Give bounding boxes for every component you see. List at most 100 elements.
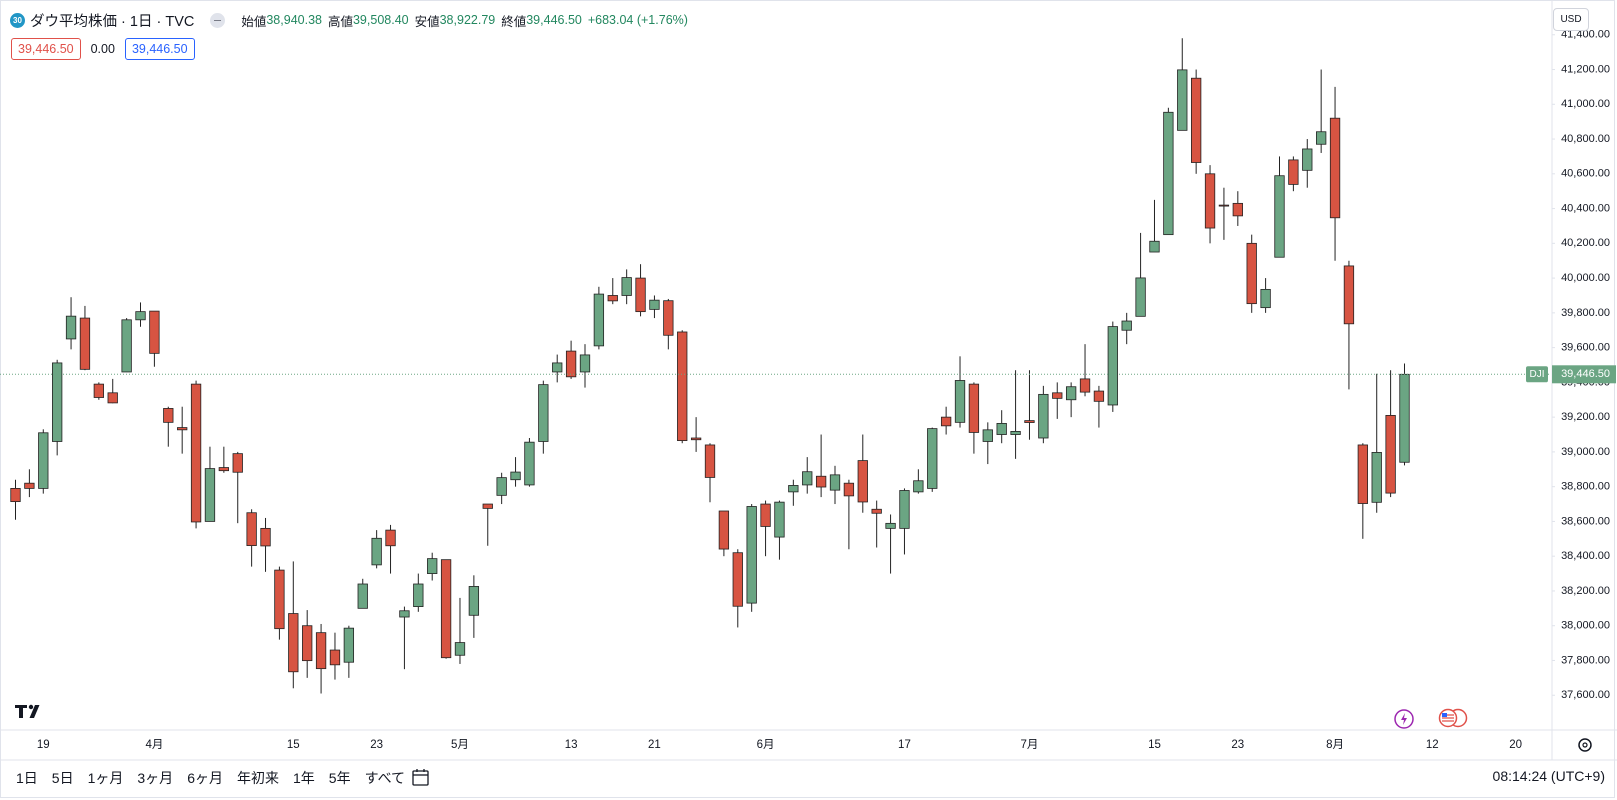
- y-tick-label: 38,000.00: [1561, 620, 1610, 632]
- candle-body: [371, 537, 382, 566]
- x-tick-label: 15: [287, 739, 300, 751]
- candle-body: [10, 488, 21, 503]
- clock: 08:14:24 (UTC+9): [1492, 768, 1605, 784]
- candle-body: [149, 310, 160, 354]
- candle-body: [1343, 265, 1355, 325]
- candle-body: [1399, 373, 1410, 463]
- candle-body: [204, 468, 216, 522]
- candle-body: [927, 428, 938, 489]
- candle-body: [968, 383, 980, 433]
- candle-body: [232, 453, 243, 473]
- calendar-icon[interactable]: [412, 769, 429, 786]
- candle-body: [746, 506, 757, 604]
- candle-body: [288, 613, 299, 673]
- range-button[interactable]: 1日: [16, 770, 38, 786]
- candle-body: [1329, 117, 1341, 219]
- event-icons: [1394, 708, 1468, 729]
- candle-body: [482, 503, 493, 509]
- candle-body: [663, 300, 674, 336]
- y-tick-label: 38,800.00: [1561, 481, 1610, 493]
- range-button[interactable]: 年初来: [236, 770, 279, 786]
- plot: [0, 38, 1550, 694]
- candle-body: [1010, 430, 1021, 435]
- candle-body: [24, 482, 35, 489]
- candle-body: [274, 569, 285, 630]
- range-toolbar: 1日 5日 1ヶ月 3ヶ月 6ヶ月 年初来 1年 5年 すべて: [10, 766, 413, 790]
- candle-body: [1065, 386, 1077, 401]
- ohlc-value: 38,940.38: [266, 13, 322, 27]
- symbol-badge: 30: [10, 12, 25, 28]
- candle-body: [579, 354, 591, 373]
- candle-body: [315, 632, 327, 670]
- candle-body: [690, 437, 702, 441]
- x-tick-label: 23: [1231, 739, 1244, 751]
- candle-body: [774, 501, 785, 538]
- candle-body: [93, 383, 104, 398]
- candle-body: [593, 293, 605, 347]
- candle-body: [1149, 240, 1160, 253]
- candle-body: [357, 583, 368, 609]
- header: 30 ダウ平均株価 · 1日 · TVC 始値 38,940.38 高値 39,50…: [10, 9, 688, 31]
- x-tick-label: 23: [370, 739, 383, 751]
- candle-body: [1357, 444, 1368, 504]
- settings-icon[interactable]: [1578, 738, 1592, 752]
- candle-body: [468, 586, 480, 616]
- candle-body: [871, 508, 882, 514]
- range-button[interactable]: 3ヶ月: [137, 770, 174, 786]
- range-button[interactable]: 5日: [51, 770, 74, 786]
- candle-body: [218, 467, 230, 472]
- range-button[interactable]: 6ヶ月: [187, 770, 223, 786]
- y-tick-label: 41,200.00: [1561, 63, 1610, 75]
- range-button[interactable]: 1年: [292, 770, 315, 786]
- last-price-box: [1552, 365, 1616, 384]
- candle-body: [1232, 202, 1243, 217]
- y-tick-label: 39,000.00: [1561, 446, 1610, 458]
- collapse-button[interactable]: [210, 12, 226, 28]
- range-button[interactable]: 1ヶ月: [87, 770, 124, 786]
- y-tick-label: 39,800.00: [1561, 307, 1610, 319]
- candle-body: [1288, 159, 1299, 185]
- y-tick-label: 40,400.00: [1561, 202, 1610, 214]
- candle-body: [65, 315, 77, 340]
- ohlc-label: 始値: [241, 14, 267, 29]
- y-tick-label: 40,800.00: [1561, 133, 1610, 145]
- y-tick-label: 37,600.00: [1561, 689, 1610, 701]
- buy-button[interactable]: 39,446.50: [124, 38, 195, 60]
- candle-body: [413, 583, 424, 607]
- range-button[interactable]: すべて: [364, 770, 406, 786]
- range-button[interactable]: 5年: [328, 770, 351, 786]
- candle-body: [1204, 173, 1216, 229]
- candle-body: [885, 522, 896, 529]
- candle-body: [718, 510, 730, 550]
- sell-button[interactable]: 39,446.50: [11, 38, 81, 60]
- candle-body: [815, 475, 827, 488]
- y-tick-label: 40,000.00: [1561, 272, 1610, 284]
- symbol-title[interactable]: ダウ平均株価 · 1日 · TVC: [30, 13, 195, 30]
- candle-body: [79, 317, 91, 370]
- candle-body: [829, 474, 841, 491]
- candle-body: [1163, 111, 1174, 236]
- x-tick-label: 12: [1426, 739, 1439, 751]
- candle-body: [524, 441, 535, 486]
- candle-body: [857, 460, 868, 503]
- y-tick-label: 37,800.00: [1561, 654, 1610, 666]
- symbol-tag-box: [1526, 366, 1548, 383]
- x-tick-label: 5月: [451, 739, 469, 751]
- spread: 0.00: [90, 42, 115, 56]
- candle-body: [1121, 320, 1132, 331]
- candle-body: [1024, 420, 1035, 423]
- x-tick-label: 4月: [145, 739, 163, 751]
- candle-body: [454, 642, 466, 656]
- candle-body: [1052, 392, 1063, 399]
- currency-button[interactable]: USD: [1553, 8, 1589, 31]
- y-tick-label: 41,000.00: [1561, 98, 1610, 110]
- y-tick-label: 40,600.00: [1561, 168, 1610, 180]
- candle-body: [163, 408, 174, 423]
- ohlc-value: 38,922.79: [439, 13, 496, 27]
- candle-body: [1177, 69, 1188, 131]
- candle-body: [1093, 390, 1105, 402]
- candle-body: [899, 490, 910, 529]
- candle-body: [940, 416, 952, 427]
